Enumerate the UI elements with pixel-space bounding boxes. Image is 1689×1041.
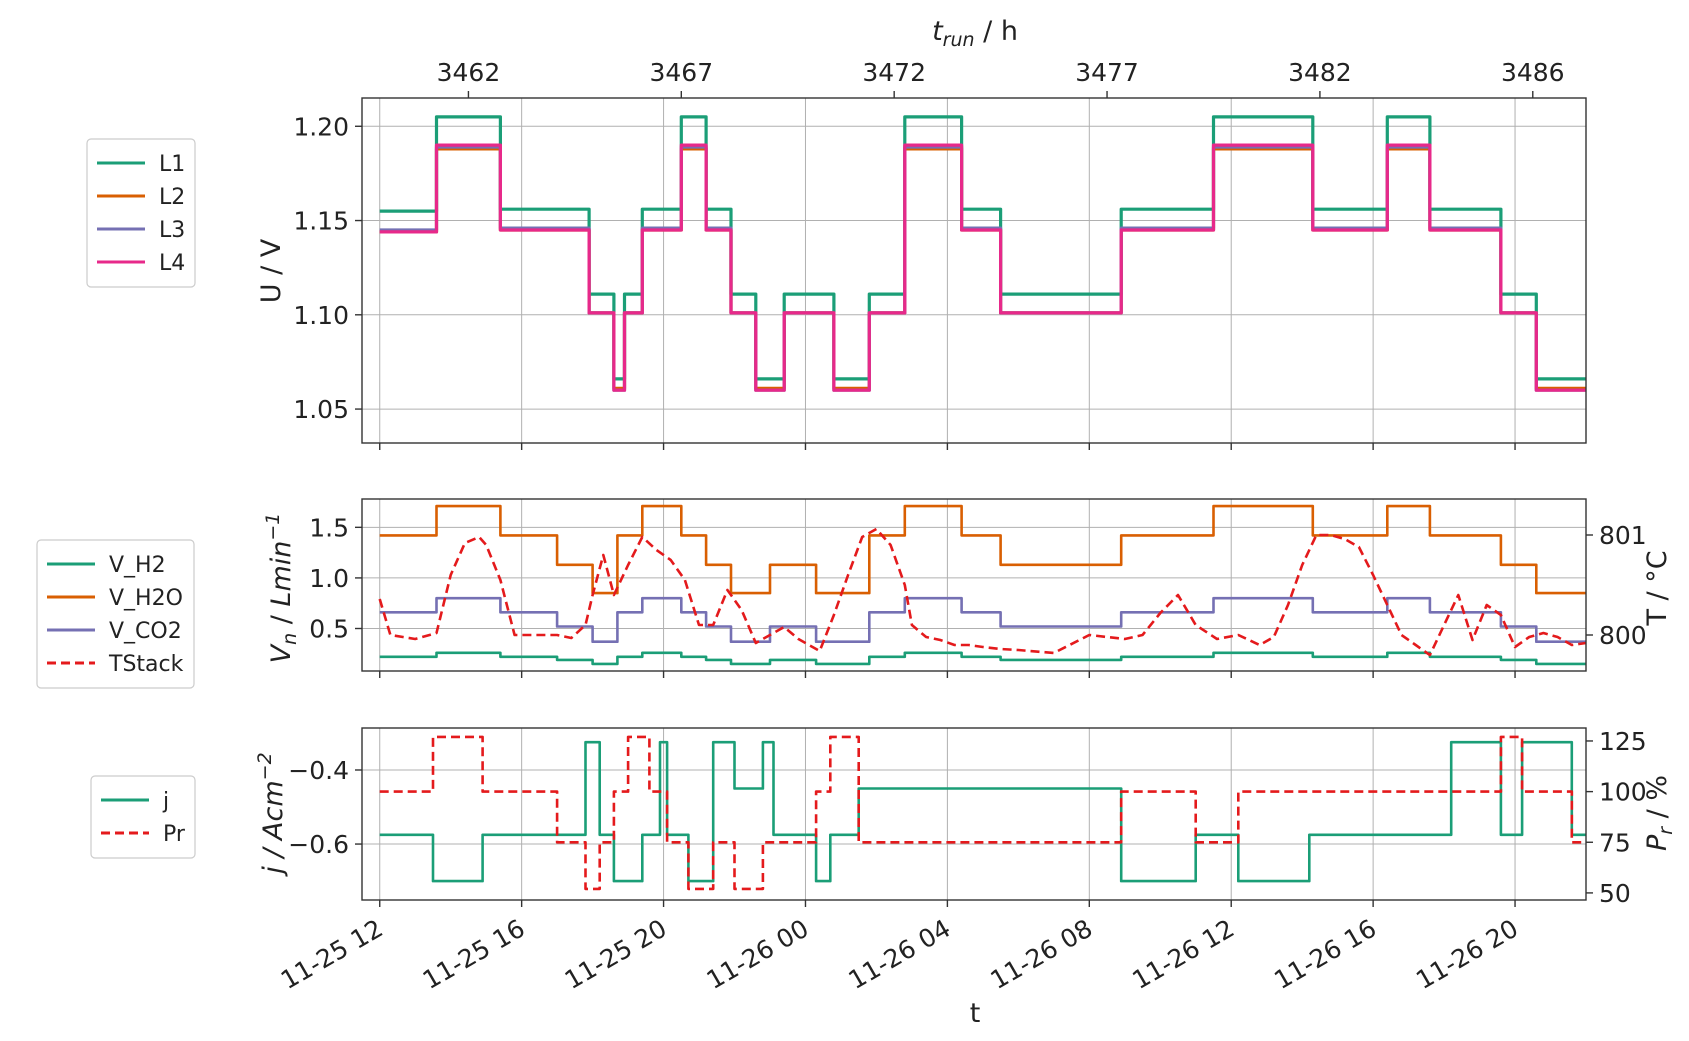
y-tick-label: 1.10 [293, 301, 349, 330]
legend-label-l4: L4 [159, 251, 185, 276]
flows-panel: Vn / Lmin−1 T / °C 0.5 1.0 1.5 800 801 [262, 498, 1673, 678]
y-tick-label: 1.15 [293, 207, 349, 236]
y2-tick-label: 801 [1599, 521, 1647, 550]
y2-tick-label: 800 [1599, 621, 1647, 650]
legend-frame [90, 775, 196, 859]
top-tick-label: 3462 [437, 58, 501, 87]
legend-label-v-co2: V_CO2 [109, 619, 182, 644]
x-tick-label: 11-25 16 [418, 914, 530, 995]
temperature-axis-title: T / °C [1642, 550, 1673, 626]
series-line-l2 [379, 147, 1586, 390]
legend-label-tstack: TStack [108, 652, 184, 677]
series-line-tstack [378, 527, 1587, 657]
voltage-grid [362, 98, 1586, 443]
y-tick-label: −0.6 [288, 830, 349, 859]
series-line-v-co2 [379, 596, 1586, 643]
legend-label-v-h2: V_H2 [109, 553, 166, 578]
x-tick-label: 11-26 20 [1411, 914, 1523, 995]
top-axis-title: trun / h [932, 16, 1018, 51]
y-tick-label: 1.20 [293, 112, 349, 141]
x-tick-label: 11-26 08 [985, 914, 1097, 995]
y2-tick-label: 50 [1599, 879, 1631, 908]
x-tick-label: 11-26 00 [702, 914, 814, 995]
legend-frame [36, 539, 195, 689]
top-tick-label: 3472 [862, 58, 926, 87]
series-line-v-h2 [379, 651, 1586, 666]
y-tick-label: 1.05 [293, 395, 349, 424]
current-panel: j / Acm−2 Pr / % 11-25 12 11-25 16 11-25 2… [254, 727, 1677, 1029]
flows-axes-frame [361, 498, 1587, 672]
flows-series [378, 504, 1587, 666]
voltage-axis-title: U / V [256, 238, 287, 303]
top-tick-label: 3486 [1501, 58, 1565, 87]
y2-tick-label: 100 [1599, 778, 1647, 807]
x-tick-label: 11-26 12 [1127, 914, 1239, 995]
voltage-axes-frame [361, 97, 1587, 444]
legend-label-j: j [162, 789, 169, 814]
legend-label-pr: Pr [163, 822, 186, 847]
legend-label-l2: L2 [159, 185, 185, 210]
time-axis-title: t [970, 998, 981, 1029]
current-series [379, 735, 1586, 891]
legend-label-l3: L3 [159, 218, 185, 243]
voltage-panel: trun / h U / V 3462 3467 3472 3477 3482 3486 1… [256, 16, 1587, 450]
top-tick-label: 3477 [1075, 58, 1139, 87]
top-tick-label: 3482 [1288, 58, 1352, 87]
series-line-l1 [379, 115, 1586, 381]
y2-tick-label: 75 [1599, 828, 1631, 857]
legend-label-v-h2o: V_H2O [109, 586, 183, 611]
current-axis-title: j / Acm−2 [254, 752, 289, 877]
voltage-series [379, 115, 1586, 392]
y-tick-label: 0.5 [309, 615, 349, 644]
voltage-ticks: 3462 3467 3472 3477 3482 3486 1.05 1.10 1.15 1.20 [293, 58, 1565, 450]
x-tick-label: 11-25 12 [276, 914, 388, 995]
flows-legend: V_H2 V_H2O V_CO2 TStack [36, 539, 195, 689]
legend-label-l1: L1 [159, 152, 185, 177]
current-grid [362, 728, 1586, 900]
y-tick-label: 1.5 [309, 513, 349, 542]
y2-tick-label: 125 [1599, 727, 1647, 756]
top-tick-label: 3467 [649, 58, 713, 87]
flows-grid [362, 499, 1586, 671]
y-tick-label: −0.4 [288, 756, 349, 785]
series-line-l3 [379, 145, 1586, 392]
series-line-pr [379, 735, 1586, 891]
voltage-legend: L1 L2 L3 L4 [86, 138, 196, 288]
series-line-v-h2o [379, 504, 1586, 595]
flows-ticks: 0.5 1.0 1.5 800 801 [309, 513, 1647, 678]
x-tick-label: 11-26 16 [1269, 914, 1381, 995]
x-tick-label: 11-25 20 [560, 914, 672, 995]
y-tick-label: 1.0 [309, 564, 349, 593]
series-line-j [379, 740, 1586, 883]
power-axis-title: Pr / % [1642, 775, 1677, 851]
flows-axis-title: Vn / Lmin−1 [262, 513, 301, 664]
x-tick-label: 11-26 04 [844, 914, 956, 995]
legend-frame [86, 138, 196, 288]
series-line-l4 [379, 143, 1586, 392]
current-axes-frame [361, 727, 1587, 901]
current-legend: j Pr [90, 775, 196, 859]
